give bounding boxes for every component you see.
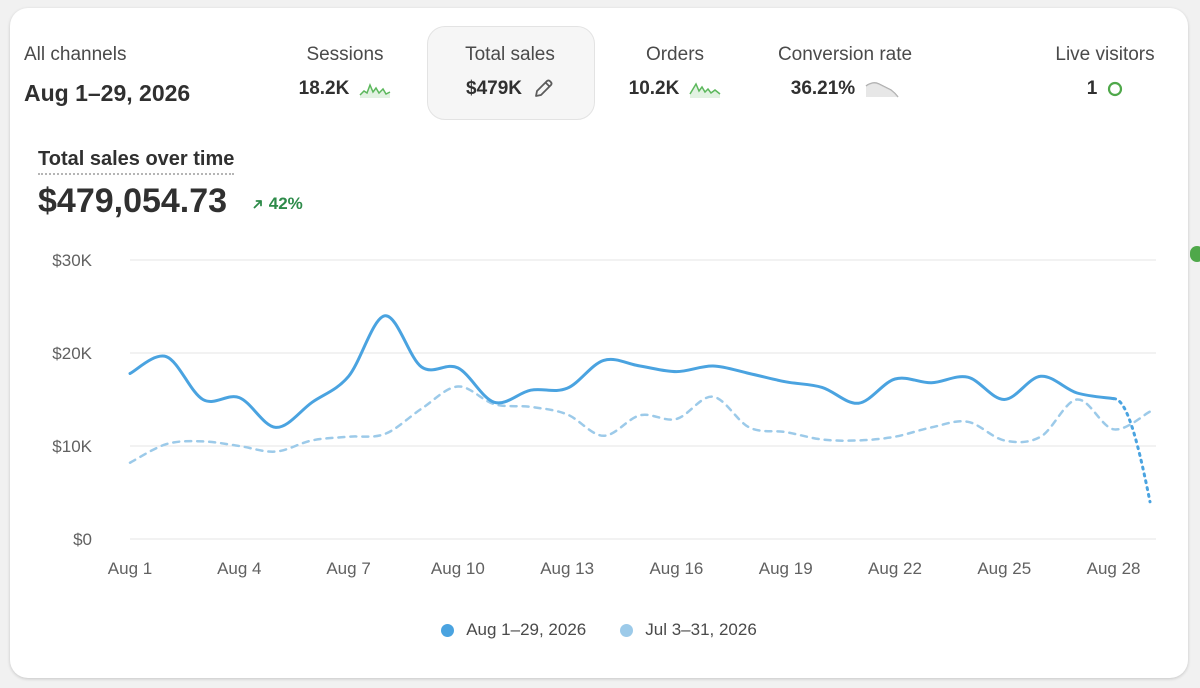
metric-value: $479K <box>466 78 522 99</box>
x-tick-label: Aug 1 <box>108 559 152 578</box>
selected-metric-highlight[interactable] <box>427 26 595 120</box>
y-axis-ticks: $0 $10K $20K $30K <box>52 251 92 549</box>
metric-value: 10.2K <box>628 78 680 99</box>
channel-label[interactable]: All channels <box>24 44 127 65</box>
y-tick-label: $30K <box>52 251 92 270</box>
x-tick-label: Aug 4 <box>217 559 261 578</box>
x-tick-label: Aug 25 <box>977 559 1031 578</box>
legend-dot-previous <box>620 623 634 637</box>
grid <box>130 259 1156 540</box>
metric-orders[interactable]: Orders 10.2K <box>610 44 740 100</box>
legend-label: Jul 3–31, 2026 <box>645 620 757 639</box>
metric-label: Sessions <box>306 44 384 65</box>
chart-legend: Aug 1–29, 2026 Jul 3–31, 2026 <box>10 620 1188 640</box>
side-indicator-dot <box>1190 246 1200 262</box>
metric-value: 1 <box>1086 78 1098 99</box>
metric-total-sales[interactable]: Total sales $479K <box>440 44 580 100</box>
metric-label: Live visitors <box>1055 44 1155 65</box>
x-tick-label: Aug 16 <box>649 559 703 578</box>
sales-line-chart: $0$10K$20K$30K Aug 1 Aug 4 Aug 7 Aug 10 Aug … <box>52 251 1156 578</box>
metric-live-visitors[interactable]: Live visitors 1 <box>1040 44 1170 100</box>
x-tick-label: Aug 28 <box>1087 559 1141 578</box>
legend-label: Aug 1–29, 2026 <box>466 620 587 639</box>
x-tick-label: Aug 22 <box>868 559 922 578</box>
metric-sessions[interactable]: Sessions 18.2K <box>280 44 410 100</box>
change-percent: 42% <box>268 194 303 213</box>
series-lines <box>128 314 1152 504</box>
series-line-current <box>128 314 1116 429</box>
metric-value: 18.2K <box>298 78 350 99</box>
sparkline-green-icon <box>359 82 391 98</box>
metric-label: Orders <box>645 44 705 65</box>
chart-title[interactable]: Total sales over time <box>38 148 235 175</box>
legend-item-previous[interactable]: Jul 3–31, 2026 <box>620 620 757 640</box>
change-badge: 42% <box>252 194 303 214</box>
total-sales-value: $479,054.73 <box>38 182 228 220</box>
x-tick-label: Aug 13 <box>540 559 594 578</box>
legend-item-current[interactable]: Aug 1–29, 2026 <box>441 620 586 640</box>
pencil-edit-icon[interactable] <box>532 78 554 100</box>
y-tick-label: $0 <box>73 530 92 549</box>
sparkline-green-icon <box>689 82 721 98</box>
y-tick-label: $10K <box>52 437 92 456</box>
y-tick-label: $20K <box>52 344 92 363</box>
metric-label: Conversion rate <box>777 44 913 65</box>
metric-conversion-rate[interactable]: Conversion rate 36.21% <box>762 44 928 100</box>
metric-value: 36.21% <box>790 78 856 99</box>
x-axis-ticks: Aug 1 Aug 4 Aug 7 Aug 10 Aug 13 Aug 16 Aug 19 A… <box>108 559 1141 578</box>
date-range[interactable]: Aug 1–29, 2026 <box>24 80 191 106</box>
metric-label: Total sales <box>465 44 555 65</box>
arrow-up-right-icon <box>253 200 262 209</box>
x-tick-label: Aug 19 <box>759 559 813 578</box>
x-tick-label: Aug 7 <box>326 559 370 578</box>
series-line-previous <box>128 385 1152 464</box>
sales-card: All channels Aug 1–29, 2026 Sessions 18.… <box>10 8 1188 678</box>
x-tick-label: Aug 10 <box>431 559 485 578</box>
sparkline-gray-icon <box>865 82 899 98</box>
legend-dot-current <box>441 623 455 637</box>
series-line-current-partial <box>1112 397 1152 504</box>
live-circle-icon <box>1108 81 1123 97</box>
